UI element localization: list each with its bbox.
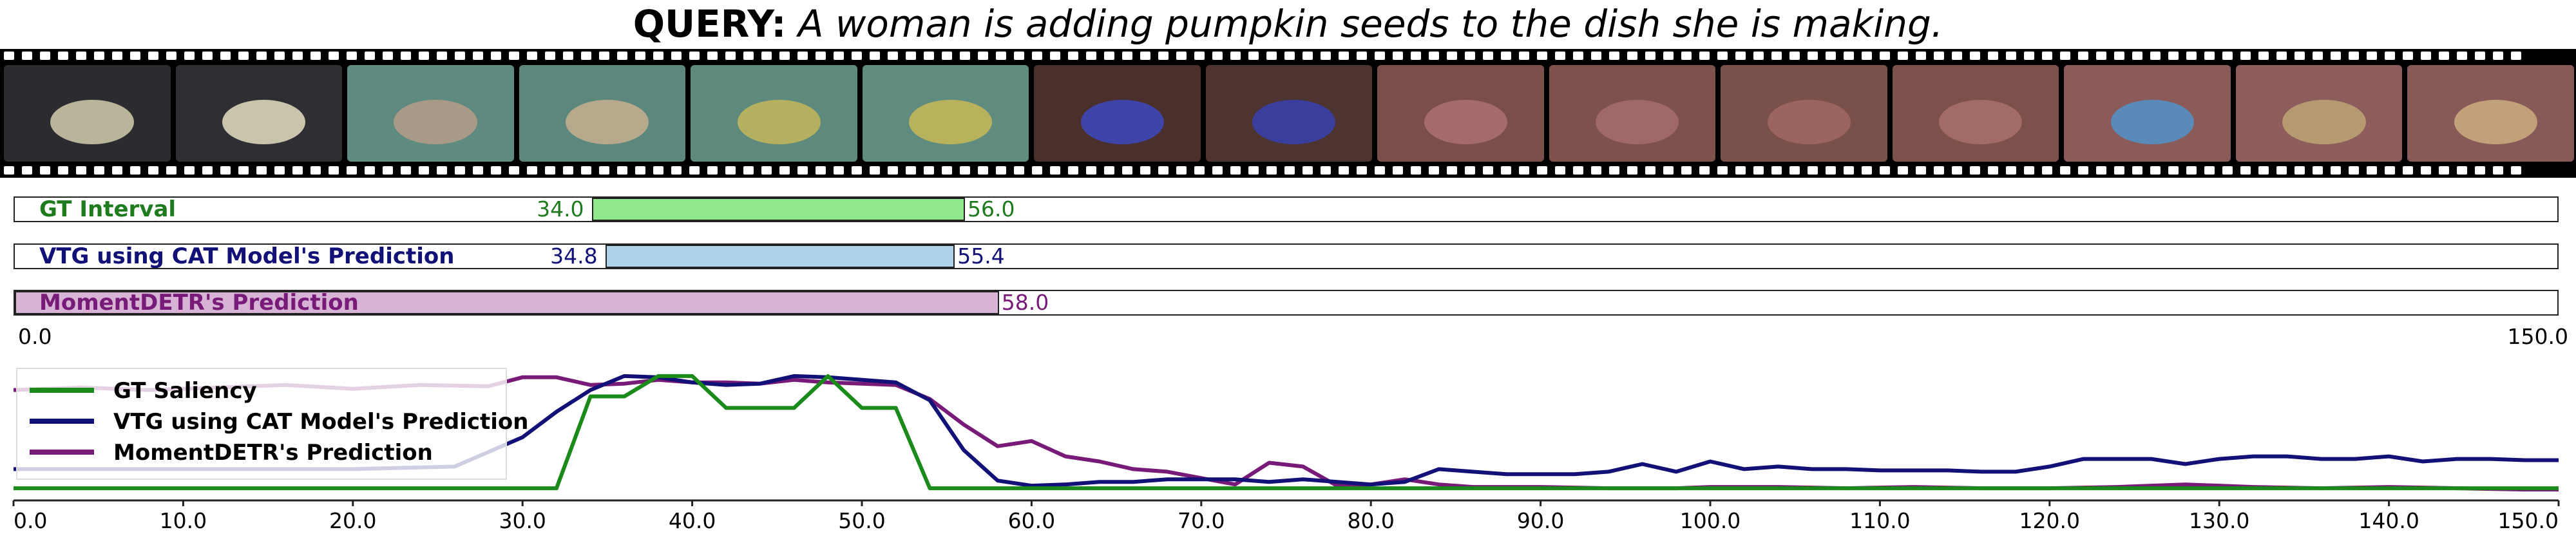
interval-axis-min: 0.0 xyxy=(18,324,52,349)
gt-interval-bar xyxy=(591,198,966,221)
interval-axis-max: 150.0 xyxy=(2507,324,2568,349)
x-tick-label: 90.0 xyxy=(1517,508,1564,533)
video-frames xyxy=(4,65,2574,162)
video-frame xyxy=(862,65,1029,162)
video-frame xyxy=(2235,65,2403,162)
series-line-1 xyxy=(14,374,2559,488)
video-frame xyxy=(691,65,857,162)
saliency-lines xyxy=(13,374,2559,492)
cat-prediction-label: VTG using CAT Model's Prediction xyxy=(39,243,455,269)
query-title: QUERY: A woman is adding pumpkin seeds t… xyxy=(0,0,2576,48)
x-tick-label: 20.0 xyxy=(329,508,376,533)
x-tick-labels: 0.0 10.0 20.0 30.0 40.0 50.0 60.0 70.0 80.0 90.0 1… xyxy=(12,500,2560,533)
x-tick-label: 50.0 xyxy=(838,508,885,533)
x-tick-label: 10.0 xyxy=(160,508,207,533)
gt-interval-start-label: 34.0 xyxy=(537,196,584,222)
momentdetr-prediction-bar xyxy=(15,291,999,314)
x-tick-label: 100.0 xyxy=(1680,508,1741,533)
video-frame xyxy=(4,65,171,162)
x-tick-label: 40.0 xyxy=(669,508,716,533)
video-frame xyxy=(1892,65,2059,162)
x-tick-label: 70.0 xyxy=(1178,508,1225,533)
x-tick-label: 110.0 xyxy=(1849,508,1910,533)
momentdetr-prediction-end-label: 58.0 xyxy=(1001,290,1049,315)
momentdetr-prediction-row: 58.0 MomentDETR's Prediction xyxy=(14,290,2559,316)
legend-box xyxy=(16,368,507,480)
x-tick-label: 120.0 xyxy=(2019,508,2080,533)
video-filmstrip xyxy=(0,49,2576,178)
x-tick-label: 140.0 xyxy=(2358,508,2419,533)
video-frame xyxy=(2064,65,2231,162)
frame-subject xyxy=(1767,100,1851,144)
series-line-0 xyxy=(14,374,2559,491)
video-frame xyxy=(347,65,514,162)
gt-interval-label: GT Interval xyxy=(39,196,177,222)
x-tick-label: 30.0 xyxy=(499,508,546,533)
gt-interval-row: 34.0 56.0 GT Interval xyxy=(14,196,2559,222)
x-tick-label: 0.0 xyxy=(14,508,47,533)
frame-subject xyxy=(1596,100,1679,144)
cat-prediction-row: 34.8 55.4 VTG using CAT Model's Predicti… xyxy=(14,243,2559,269)
x-tick-label: 80.0 xyxy=(1347,508,1394,533)
film-perforations-top xyxy=(0,49,2576,63)
gt-interval-end-label: 56.0 xyxy=(968,196,1015,222)
video-frame xyxy=(1034,65,1201,162)
video-frame xyxy=(519,65,686,162)
legend: GT Saliency VTG using CAT Model's Predic… xyxy=(16,368,528,480)
legend-label-momentdetr: MomentDETR's Prediction xyxy=(113,440,433,466)
x-tick-label: 60.0 xyxy=(1008,508,1055,533)
frame-subject xyxy=(565,100,649,144)
video-frame xyxy=(1377,65,1544,162)
video-frame xyxy=(1549,65,1716,162)
momentdetr-prediction-label: MomentDETR's Prediction xyxy=(39,290,359,316)
legend-label-cat: VTG using CAT Model's Prediction xyxy=(113,409,528,435)
frame-subject xyxy=(2282,100,2366,144)
cat-prediction-start-label: 34.8 xyxy=(550,243,598,269)
frame-subject xyxy=(909,100,993,144)
frame-subject xyxy=(1939,100,2023,144)
video-frame xyxy=(1205,65,1373,162)
query-text: A woman is adding pumpkin seeds to the d… xyxy=(797,2,1943,46)
frame-subject xyxy=(222,100,306,144)
frame-subject xyxy=(394,100,477,144)
cat-prediction-bar xyxy=(605,245,955,268)
legend-label-gt: GT Saliency xyxy=(113,378,257,404)
frame-subject xyxy=(1424,100,1507,144)
video-frame xyxy=(175,65,343,162)
video-frame xyxy=(1721,65,1887,162)
film-perforations-bottom xyxy=(0,164,2576,178)
frame-subject xyxy=(50,100,134,144)
video-frame xyxy=(2407,65,2574,162)
query-label: QUERY: xyxy=(633,2,787,46)
frame-subject xyxy=(2454,100,2538,144)
frame-subject xyxy=(1080,100,1164,144)
cat-prediction-end-label: 55.4 xyxy=(957,243,1005,269)
frame-subject xyxy=(2110,100,2195,144)
saliency-chart: 0.0 10.0 20.0 30.0 40.0 50.0 60.0 70.0 80.0 90.0 1… xyxy=(12,368,2560,533)
frame-subject xyxy=(737,100,821,144)
frame-subject xyxy=(1252,100,1336,144)
x-tick-label: 130.0 xyxy=(2189,508,2249,533)
x-tick-label: 150.0 xyxy=(2498,508,2559,533)
